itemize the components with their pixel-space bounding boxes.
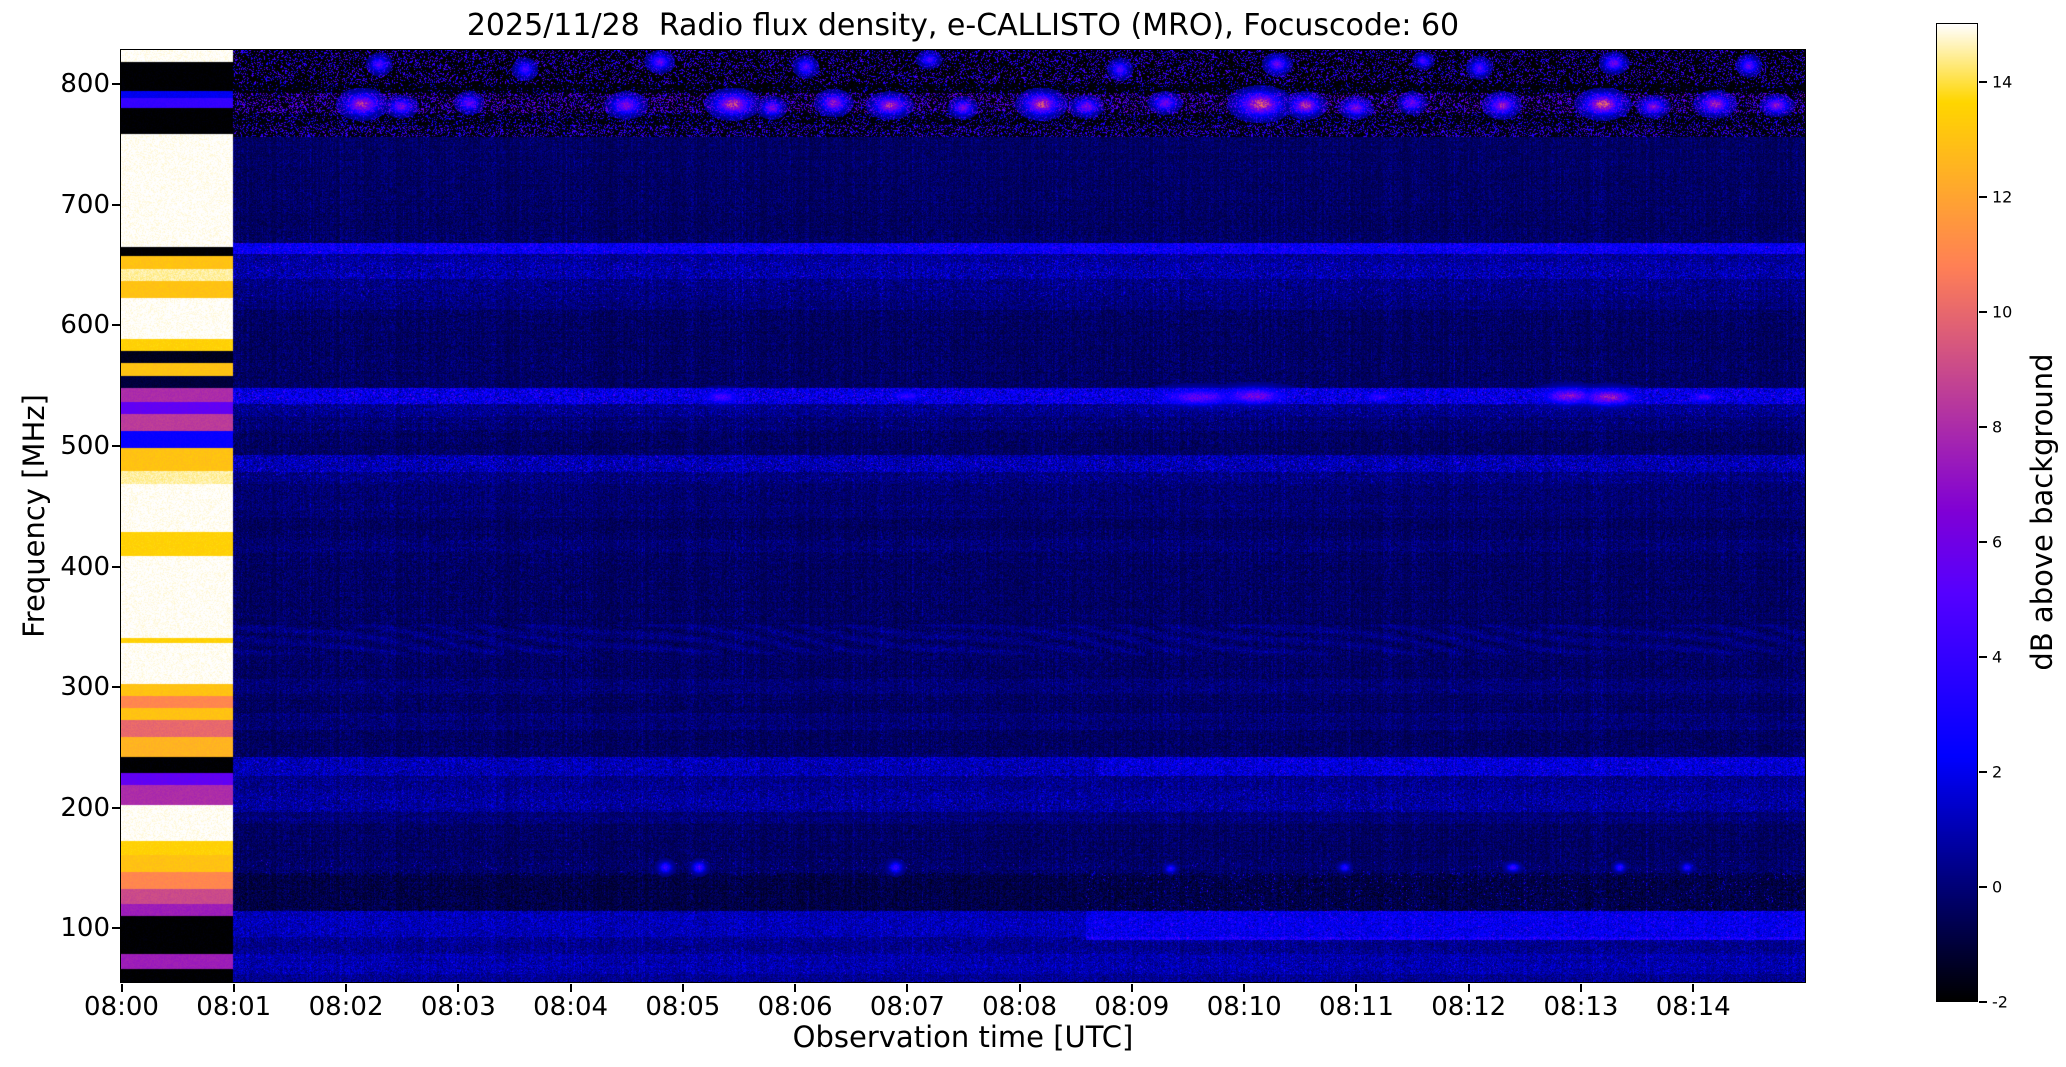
colorbar (1936, 23, 1978, 1002)
colorbar-tick-label: 8 (1992, 417, 2003, 437)
x-tick-mark (1018, 983, 1021, 992)
y-axis-label: Frequency [MHz] (17, 394, 51, 638)
colorbar-tick-mark (1979, 310, 1987, 313)
colorbar-label: dB above background (2025, 353, 2059, 671)
y-tick-mark (112, 83, 120, 86)
x-tick-label: 08:09 (1094, 992, 1170, 1022)
colorbar-tick-mark (1979, 195, 1987, 198)
colorbar-tick-mark (1979, 655, 1987, 658)
y-tick-label: 200 (60, 792, 110, 823)
x-tick-mark (1243, 983, 1246, 992)
plot-area (120, 49, 1806, 983)
x-tick-mark (906, 983, 909, 992)
colorbar-tick-label: 0 (1992, 877, 2003, 897)
y-tick-mark (112, 686, 120, 689)
spectrogram-canvas (121, 50, 1805, 982)
colorbar-tick-mark (1979, 80, 1987, 83)
y-tick-mark (112, 927, 120, 930)
x-tick-mark (120, 983, 123, 992)
x-tick-label: 08:14 (1655, 992, 1731, 1022)
x-tick-mark (1467, 983, 1470, 992)
x-tick-mark (1355, 983, 1358, 992)
y-tick-label: 800 (60, 69, 110, 100)
colorbar-tick-label: 2 (1992, 762, 2003, 782)
x-tick-mark (1130, 983, 1133, 992)
colorbar-tick-mark (1979, 1000, 1987, 1003)
y-tick-mark (112, 324, 120, 327)
x-tick-label: 08:13 (1543, 992, 1619, 1022)
x-tick-label: 08:02 (308, 992, 384, 1022)
x-tick-mark (457, 983, 460, 992)
x-tick-label: 08:01 (196, 992, 272, 1022)
colorbar-tick-label: 10 (1992, 302, 2013, 322)
x-tick-label: 08:03 (420, 992, 496, 1022)
y-tick-label: 400 (60, 551, 110, 582)
y-tick-label: 300 (60, 672, 110, 703)
y-tick-label: 600 (60, 310, 110, 341)
colorbar-tick-label: 14 (1992, 72, 2013, 92)
y-tick-label: 500 (60, 430, 110, 461)
colorbar-tick-label: 6 (1992, 532, 2003, 552)
x-tick-label: 08:07 (869, 992, 945, 1022)
colorbar-canvas (1937, 24, 1977, 1001)
x-axis-label: Observation time [UTC] (792, 1020, 1134, 1054)
x-tick-label: 08:08 (982, 992, 1058, 1022)
x-tick-mark (1692, 983, 1695, 992)
x-tick-label: 08:10 (1206, 992, 1282, 1022)
x-tick-label: 08:04 (533, 992, 609, 1022)
colorbar-tick-label: 12 (1992, 187, 2013, 207)
y-tick-mark (112, 444, 120, 447)
x-tick-label: 08:06 (757, 992, 833, 1022)
x-tick-mark (345, 983, 348, 992)
colorbar-tick-label: -2 (1992, 992, 2008, 1011)
plot-title: 2025/11/28 Radio flux density, e-CALLIST… (466, 8, 1460, 43)
x-tick-mark (569, 983, 572, 992)
colorbar-tick-mark (1979, 425, 1987, 428)
x-tick-mark (794, 983, 797, 992)
y-tick-mark (112, 806, 120, 809)
x-tick-mark (681, 983, 684, 992)
x-tick-label: 08:05 (645, 992, 721, 1022)
colorbar-tick-label: 4 (1992, 647, 2003, 667)
x-tick-label: 08:11 (1318, 992, 1394, 1022)
x-tick-label: 08:00 (84, 992, 159, 1022)
x-tick-mark (232, 983, 235, 992)
y-tick-label: 100 (60, 913, 110, 944)
y-tick-mark (112, 203, 120, 206)
y-tick-mark (112, 565, 120, 568)
x-tick-label: 08:12 (1431, 992, 1507, 1022)
colorbar-tick-mark (1979, 540, 1987, 543)
colorbar-tick-mark (1979, 885, 1987, 888)
y-tick-label: 700 (60, 189, 110, 220)
colorbar-tick-mark (1979, 770, 1987, 773)
x-tick-mark (1579, 983, 1582, 992)
